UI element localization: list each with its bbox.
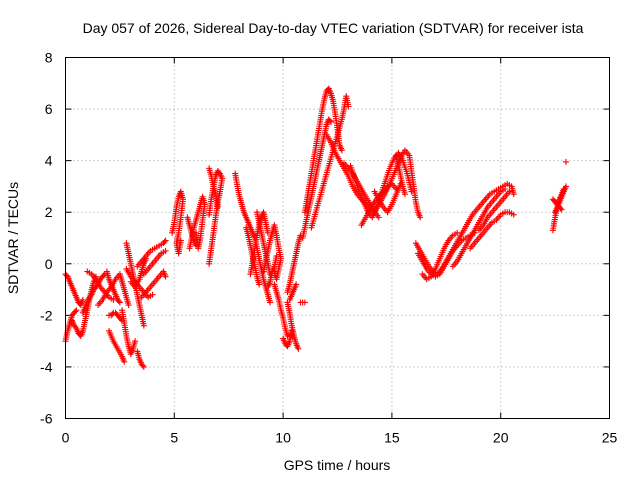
data-points: [62, 85, 569, 370]
data-point: [162, 237, 169, 244]
data-point: [506, 188, 513, 195]
y-tick-label: 4: [45, 153, 53, 169]
data-point: [327, 118, 334, 125]
y-axis-label: SDTVAR / TECUs: [5, 182, 21, 294]
data-point: [215, 169, 222, 176]
chart-title: Day 057 of 2026, Sidereal Day-to-day VTE…: [83, 20, 584, 36]
x-tick-label: 10: [275, 430, 291, 446]
data-point: [326, 117, 333, 124]
data-point: [256, 281, 263, 288]
data-point: [273, 253, 280, 260]
data-point: [301, 299, 308, 306]
data-point: [510, 211, 517, 218]
data-point: [417, 214, 424, 221]
data-point: [73, 307, 80, 314]
x-tick-labels: 0 5 10 15 20 25: [62, 430, 618, 446]
data-point: [161, 238, 168, 245]
x-tick-label: 15: [384, 430, 400, 446]
data-point: [140, 322, 147, 329]
data-point: [121, 358, 128, 365]
data-point: [214, 204, 221, 211]
data-point: [63, 272, 70, 279]
x-tick-label: 5: [170, 430, 178, 446]
data-point: [87, 293, 94, 300]
data-point: [115, 298, 122, 305]
data-point: [288, 327, 295, 334]
plot-frame: [65, 57, 610, 419]
data-point: [149, 291, 156, 298]
data-point: [72, 323, 79, 330]
data-point: [162, 247, 169, 254]
data-point: [502, 186, 509, 193]
x-axis-label: GPS time / hours: [284, 457, 391, 473]
data-point: [162, 273, 169, 280]
data-point: [143, 255, 150, 262]
x-tick-label: 0: [62, 430, 70, 446]
y-tick-label: 8: [45, 50, 53, 66]
data-point: [560, 186, 567, 193]
y-tick-label: -6: [40, 411, 53, 427]
data-point: [408, 188, 415, 195]
data-point: [510, 191, 517, 198]
y-tick-label: -4: [40, 359, 53, 375]
data-point: [79, 296, 86, 303]
data-point: [139, 362, 146, 369]
data-point: [375, 214, 382, 221]
data-point: [125, 302, 132, 309]
data-point: [558, 206, 565, 213]
y-tick-label: 6: [45, 101, 53, 117]
y-tick-label: 0: [45, 256, 53, 272]
data-point: [206, 260, 213, 267]
y-tick-labels: -6 -4 -2 0 2 4 6 8: [40, 50, 53, 427]
data-point: [116, 299, 123, 306]
data-point: [562, 158, 569, 165]
y-tick-label: 2: [45, 204, 53, 220]
data-point: [454, 229, 461, 236]
data-point: [284, 332, 291, 339]
data-point: [295, 345, 302, 352]
data-point: [401, 191, 408, 198]
y-tick-label: -2: [40, 307, 53, 323]
data-point: [140, 363, 147, 370]
data-point: [132, 338, 139, 345]
x-tick-label: 20: [493, 430, 509, 446]
data-point: [293, 281, 300, 288]
data-point: [72, 308, 79, 315]
data-point: [338, 147, 345, 154]
data-point: [193, 242, 200, 249]
x-tick-label: 25: [602, 430, 618, 446]
data-point: [267, 299, 274, 306]
data-point: [345, 103, 352, 110]
data-point: [177, 237, 184, 244]
